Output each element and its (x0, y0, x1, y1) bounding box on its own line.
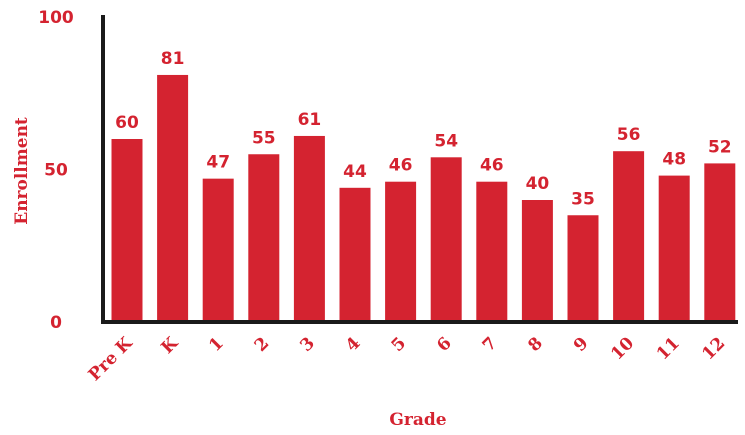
x-tick-label: K (158, 333, 183, 358)
data-label: 48 (662, 150, 686, 170)
x-tick-label: 2 (251, 333, 274, 356)
data-label: 35 (571, 189, 595, 209)
data-label: 46 (480, 156, 504, 176)
bar-12 (704, 163, 736, 322)
bars-layer (111, 74, 736, 322)
bar-2 (248, 154, 280, 322)
x-tick-label: 7 (479, 333, 502, 356)
x-tick-label: Pre K (85, 333, 138, 386)
x-tick-label: 9 (570, 333, 593, 356)
bar-1 (202, 178, 234, 322)
bar-4 (339, 187, 371, 322)
data-label: 40 (526, 174, 550, 194)
y-axis-title: Enrollment (12, 117, 32, 225)
x-axis-title: Grade (389, 410, 446, 430)
bar-5 (385, 181, 417, 322)
y-tick-label: 0 (50, 313, 62, 333)
data-label: 54 (434, 131, 458, 151)
bar-pre-k (111, 139, 143, 322)
data-label: 55 (252, 128, 276, 148)
bar-9 (567, 215, 599, 322)
x-tick-label: 6 (433, 333, 456, 356)
data-label: 52 (708, 137, 732, 157)
data-label: 56 (617, 125, 641, 145)
y-tick-label: 50 (44, 161, 68, 181)
x-tick-label: 12 (698, 333, 729, 364)
x-tick-label: 5 (388, 333, 411, 356)
bar-6 (430, 157, 462, 322)
x-tick-label: 10 (607, 333, 638, 364)
bar-k (157, 74, 189, 322)
y-tick-label: 100 (38, 8, 74, 28)
y-tick-labels-layer: 0 50 100 (38, 8, 74, 333)
data-label: 60 (115, 113, 139, 133)
data-label: 46 (389, 156, 413, 176)
data-label: 44 (343, 162, 367, 182)
data-labels-layer: 60 81 47 55 61 44 46 54 46 40 35 56 48 52 (115, 49, 731, 209)
data-label: 61 (298, 110, 322, 130)
data-label: 47 (206, 153, 230, 173)
bar-7 (476, 181, 508, 322)
bar-8 (521, 200, 553, 322)
x-tick-label: 1 (205, 333, 228, 356)
bar-10 (613, 151, 645, 322)
x-tick-label: 8 (524, 333, 547, 356)
data-label: 81 (161, 49, 185, 69)
x-tick-label: 3 (296, 333, 319, 356)
x-tick-labels-layer: Pre K K 1 2 3 4 5 6 7 8 9 10 11 12 (85, 333, 730, 386)
x-tick-label: 4 (342, 333, 365, 356)
bar-3 (293, 135, 325, 322)
x-tick-label: 11 (653, 333, 684, 364)
bar-11 (658, 175, 690, 322)
